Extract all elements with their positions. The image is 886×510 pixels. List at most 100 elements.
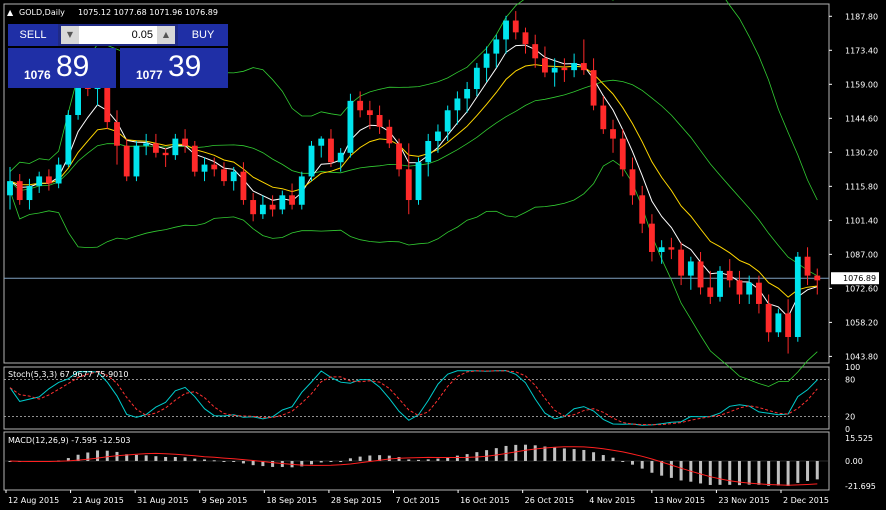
lot-size-value[interactable]: 0.05 xyxy=(131,29,153,41)
candle-body xyxy=(211,164,218,170)
bid-price-button[interactable]: 1076 89 xyxy=(8,48,116,88)
macd-histogram-bar xyxy=(767,461,771,486)
current-price-badge xyxy=(831,272,879,285)
candle xyxy=(143,133,150,156)
date-tick-label: 23 Nov 2015 xyxy=(718,496,769,505)
moving-averages xyxy=(9,44,818,318)
candle-body xyxy=(16,181,23,201)
price-tick-label: 1144.60 xyxy=(845,114,878,123)
macd-histogram-bar xyxy=(232,461,236,462)
macd-histogram-bar xyxy=(125,454,129,461)
macd-histogram-bar xyxy=(86,452,90,461)
lot-decrease-icon[interactable]: ▼ xyxy=(61,26,79,44)
candle-body xyxy=(765,303,772,333)
macd-histogram-bar xyxy=(339,461,343,462)
candle xyxy=(45,169,52,191)
symbol-collapse-icon[interactable]: ▲ xyxy=(7,8,14,17)
candle xyxy=(269,195,276,217)
candle xyxy=(542,46,548,78)
candle xyxy=(376,105,383,134)
stoch-signal-line xyxy=(9,370,818,426)
price-tick-label: 1130.20 xyxy=(845,148,878,157)
fast-moving-average xyxy=(9,44,818,318)
candle xyxy=(814,268,821,295)
candle xyxy=(289,183,295,210)
candle-body xyxy=(629,169,636,196)
candle-body xyxy=(162,152,169,156)
date-tick-label: 13 Nov 2015 xyxy=(654,496,705,505)
macd-tick-label: 15.525 xyxy=(845,434,873,443)
macd-histogram-bar xyxy=(553,447,557,461)
candle xyxy=(425,133,432,177)
macd-histogram-bar xyxy=(815,461,819,480)
candle-body xyxy=(191,145,198,172)
date-tick-label: 4 Nov 2015 xyxy=(589,496,635,505)
candle xyxy=(230,166,237,191)
candle-body xyxy=(736,280,743,295)
lot-increase-icon[interactable]: ▲ xyxy=(157,26,175,44)
symbol-label: GOLD,Daily xyxy=(19,8,65,17)
candle-body xyxy=(240,171,247,201)
candle-body xyxy=(454,98,461,111)
macd-histogram-bar xyxy=(134,454,138,461)
ask-price-prefix: 1077 xyxy=(136,68,163,82)
candle xyxy=(726,259,733,288)
macd-histogram-bar xyxy=(115,451,119,461)
macd-histogram-bar xyxy=(679,461,683,481)
macd-histogram-bar xyxy=(251,461,255,466)
candle-body xyxy=(376,115,383,127)
date-tick-label: 7 Oct 2015 xyxy=(396,496,440,505)
candle-body xyxy=(717,270,723,297)
candle-body xyxy=(522,32,529,45)
candle xyxy=(279,190,286,215)
date-tick-label: 18 Sep 2015 xyxy=(266,496,317,505)
lot-size-field[interactable]: ▼ 0.05 ▲ xyxy=(61,26,175,44)
trade-panel-toolbar: SELL ▼ 0.05 ▲ BUY xyxy=(8,24,228,46)
candle xyxy=(16,174,23,205)
candle-body xyxy=(726,270,733,281)
price-tick-label: 1101.40 xyxy=(845,216,878,225)
candle-body xyxy=(152,143,159,153)
candle-body xyxy=(435,131,441,141)
stoch-label: Stoch(5,3,3) 67.9677 75.9010 xyxy=(8,370,128,379)
sell-button[interactable]: SELL xyxy=(8,24,58,46)
ask-price-button[interactable]: 1077 39 xyxy=(120,48,228,88)
macd-histogram-bar xyxy=(96,450,100,461)
candle xyxy=(464,81,471,113)
panel-border xyxy=(3,3,830,364)
stochastic-panel xyxy=(4,370,829,426)
candle xyxy=(318,136,325,158)
candle-body xyxy=(687,261,694,276)
macd-histogram-bar xyxy=(66,458,70,461)
candle xyxy=(551,58,558,87)
candle-body xyxy=(415,162,422,201)
macd-histogram-bar xyxy=(164,456,168,461)
candle-body xyxy=(794,256,801,338)
candle xyxy=(191,140,198,177)
candle-body xyxy=(250,200,257,215)
candle xyxy=(473,63,480,97)
macd-histogram-bar xyxy=(728,461,732,485)
candle-body xyxy=(114,122,120,146)
candle xyxy=(658,240,665,264)
macd-histogram-bar xyxy=(660,461,664,476)
date-tick-label: 28 Sep 2015 xyxy=(331,496,382,505)
candle-body xyxy=(512,20,519,33)
ask-price-pips: 39 xyxy=(168,50,202,83)
candle xyxy=(26,178,33,210)
candle xyxy=(590,58,597,111)
buy-button[interactable]: BUY xyxy=(178,24,228,46)
macd-histogram-bar xyxy=(601,455,605,461)
macd-histogram-bar xyxy=(543,446,547,461)
candle-body xyxy=(55,164,62,184)
bid-price-pips: 89 xyxy=(56,50,90,83)
macd-histogram-bar xyxy=(699,461,703,484)
candle xyxy=(697,251,704,295)
candle-body xyxy=(7,181,13,196)
candle xyxy=(785,299,792,354)
candle xyxy=(250,192,257,222)
macd-histogram-bar xyxy=(397,457,401,461)
macd-histogram-bar xyxy=(417,459,420,461)
candle xyxy=(328,129,334,167)
panel-border xyxy=(3,366,830,430)
